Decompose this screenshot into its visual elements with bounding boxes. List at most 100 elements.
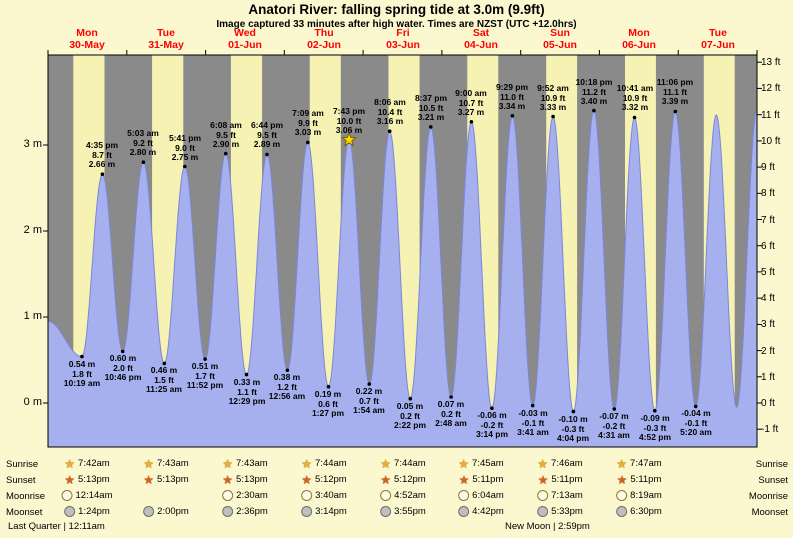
tide-annotation-high: 9:29 pm 11.0 ft 3.34 m bbox=[484, 82, 540, 112]
plot-border bbox=[47, 54, 758, 448]
moonrise-circle-icon bbox=[458, 490, 470, 501]
capture-time-star-icon bbox=[341, 131, 358, 147]
tide-extreme-dot bbox=[510, 114, 515, 118]
sunset-entry: ★ 5:11pm bbox=[538, 474, 583, 486]
astro-time: 5:11pm bbox=[630, 474, 662, 485]
moonrise-circle-icon bbox=[222, 490, 234, 501]
sunrise-star-icon: ★ bbox=[301, 456, 313, 471]
annotation-line: 3.40 m bbox=[580, 96, 608, 106]
day-date: 31-May bbox=[148, 38, 184, 51]
annotation-line: 9.0 ft bbox=[175, 142, 195, 153]
astro-time: 5:13pm bbox=[78, 474, 110, 485]
tide-annotation-low: -0.10 m -0.3 ft 4:04 pm bbox=[545, 414, 601, 444]
annotation-line: 7:09 am bbox=[292, 108, 324, 118]
tide-extreme-dot bbox=[530, 403, 535, 408]
astro-row-label-left-moonrise: Moonrise bbox=[6, 491, 46, 502]
day-name: Tue bbox=[157, 27, 175, 39]
sunset-star-icon: ★ bbox=[380, 472, 392, 487]
moonset-entry: 2:00pm bbox=[143, 506, 189, 517]
annotation-line: 3.06 m bbox=[335, 125, 363, 135]
annotation-line: 0.19 m bbox=[314, 389, 342, 399]
day-label: Wed 01-Jun bbox=[205, 27, 285, 51]
moonrise-entry: 2:30am bbox=[222, 490, 268, 501]
tide-extreme-dot bbox=[632, 115, 637, 120]
tide-extreme-dot bbox=[612, 407, 617, 411]
moonrise-circle-icon bbox=[61, 490, 73, 501]
y-axis-label-ft: 6 ft bbox=[761, 241, 775, 252]
tide-annotation-low: 0.38 m 1.2 ft 12:56 am bbox=[259, 372, 315, 402]
annotation-line: 8:37 pm bbox=[414, 93, 448, 103]
sunrise-entry: ★ 7:42am bbox=[64, 458, 110, 470]
annotation-line: 12:29 pm bbox=[228, 396, 266, 406]
y-axis-label-m: 3 m bbox=[23, 138, 42, 150]
annotation-line: 9:00 am bbox=[455, 88, 487, 98]
astro-time: 4:42pm bbox=[472, 506, 504, 517]
annotation-line: 2.0 ft bbox=[113, 362, 133, 373]
astro-time: 8:19am bbox=[630, 490, 662, 501]
tide-extreme-dot bbox=[162, 361, 167, 366]
moon-phase-new-moon: New Moon | 2:59pm bbox=[505, 521, 590, 532]
annotation-line: 0.46 m bbox=[150, 365, 178, 375]
day-date: 01-Jun bbox=[228, 38, 262, 51]
y-axis-label-ft: 10 ft bbox=[761, 136, 781, 147]
tide-extreme-dot bbox=[141, 160, 146, 164]
tide-extreme-dot bbox=[449, 395, 453, 399]
tide-annotation-low: -0.03 m -0.1 ft 3:41 am bbox=[505, 408, 561, 438]
day-name: Wed bbox=[234, 27, 256, 39]
y-axis-label-m: 1 m bbox=[23, 310, 42, 322]
sunset-star-icon: ★ bbox=[64, 472, 76, 487]
day-date: 04-Jun bbox=[464, 38, 498, 51]
annotation-line: 10.5 ft bbox=[418, 102, 444, 113]
annotation-line: 11:52 pm bbox=[186, 380, 224, 390]
y-axis-label-ft: 1 ft bbox=[761, 372, 775, 383]
astro-time: 2:30am bbox=[236, 490, 268, 501]
annotation-line: 2.90 m bbox=[212, 139, 240, 149]
astro-time: 1:24pm bbox=[78, 506, 110, 517]
day-label: Fri 03-Jun bbox=[363, 27, 443, 51]
sunrise-entry: ★ 7:44am bbox=[380, 458, 425, 470]
astro-time: 7:13am bbox=[551, 490, 583, 501]
y-axis-label-ft: 8 ft bbox=[761, 188, 775, 199]
annotation-line: 2:22 pm bbox=[393, 420, 427, 430]
y-axis-label-ft: 11 ft bbox=[761, 110, 780, 121]
tide-annotation-high: 9:52 am 10.9 ft 3.33 m bbox=[525, 83, 581, 113]
y-axis-label-ft: 13 ft bbox=[761, 57, 781, 68]
astro-row-label-right-sunrise: Sunrise bbox=[755, 459, 788, 470]
y-axis-label-ft: 5 ft bbox=[761, 267, 775, 278]
annotation-line: -0.10 m bbox=[558, 414, 588, 424]
sunset-entry: ★ 5:12pm bbox=[380, 472, 426, 487]
annotation-line: 3.21 m bbox=[417, 112, 445, 122]
sunrise-entry: ★ 7:47am bbox=[616, 458, 661, 470]
sunset-entry: ★ 5:11pm bbox=[617, 474, 662, 486]
annotation-line: -0.3 ft bbox=[643, 422, 667, 433]
sunset-star-icon: ★ bbox=[222, 472, 234, 487]
annotation-line: 3.33 m bbox=[539, 102, 567, 112]
annotation-line: 5:20 am bbox=[680, 427, 712, 437]
annotation-line: 1.8 ft bbox=[72, 368, 92, 379]
annotation-line: -0.04 m bbox=[681, 408, 711, 418]
annotation-line: 11.2 ft bbox=[581, 86, 607, 97]
annotation-line: 3.27 m bbox=[457, 107, 485, 117]
annotation-line: 5:03 am bbox=[127, 128, 159, 138]
day-name: Thu bbox=[314, 27, 334, 39]
tide-extreme-dot bbox=[203, 357, 207, 361]
annotation-line: -0.09 m bbox=[640, 413, 670, 423]
astro-time: 5:13pm bbox=[157, 474, 189, 485]
day-name: Sun bbox=[550, 27, 570, 39]
annotation-line: -0.1 ft bbox=[521, 417, 545, 428]
astro-time: 5:11pm bbox=[472, 474, 504, 485]
sunrise-entry: ★ 7:43am bbox=[143, 458, 188, 470]
tide-annotation-low: 0.05 m 0.2 ft 2:22 pm bbox=[382, 401, 438, 431]
astro-time: 5:12pm bbox=[394, 474, 426, 485]
sunrise-entry: ★ 7:44am bbox=[301, 456, 346, 471]
astro-time: 7:42am bbox=[78, 458, 110, 469]
annotation-line: 9.2 ft bbox=[133, 137, 153, 148]
moonrise-circle-icon bbox=[616, 490, 628, 501]
tide-extreme-dot bbox=[673, 109, 678, 114]
tide-extreme-dot bbox=[387, 129, 392, 133]
sunset-entry: ★ 5:13pm bbox=[143, 474, 189, 486]
day-label: Sun 05-Jun bbox=[520, 27, 600, 51]
annotation-line: -0.3 ft bbox=[561, 423, 585, 434]
annotation-line: 11:06 pm bbox=[656, 77, 694, 87]
sunset-star-icon: ★ bbox=[301, 472, 313, 487]
